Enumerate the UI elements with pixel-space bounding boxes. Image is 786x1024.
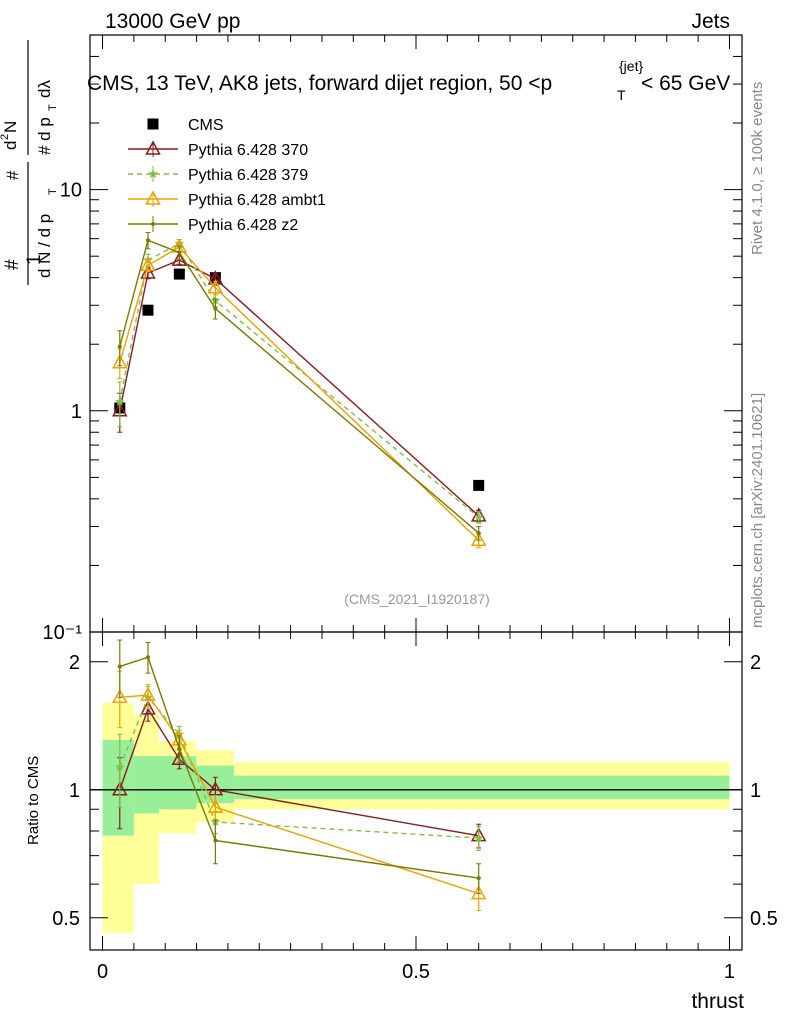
series-line (119, 259, 480, 517)
legend-marker (151, 222, 155, 226)
main-ylabel-right-den: # d p (35, 117, 54, 155)
y-tick-label: 10 (60, 180, 82, 202)
data-point (140, 686, 156, 701)
data-point (207, 781, 224, 796)
ratio-panel: 0 0.5 1 0.5 0.5 1 1 2 2 (52, 631, 778, 983)
data-point (213, 838, 218, 843)
legend-marker (148, 169, 158, 178)
data-point (476, 531, 481, 536)
data-point (473, 512, 484, 522)
rivet-label: Rivet 4.1.0, ≥ 100k events (749, 82, 766, 255)
data-point (473, 479, 485, 491)
main-ylabel-den: d N / d p (35, 214, 54, 278)
data-point (476, 876, 481, 881)
ratio-band-green (102, 739, 134, 836)
data-point (177, 746, 182, 751)
data-point (145, 655, 150, 660)
ratio-band-green (234, 775, 730, 800)
main-ylabel-den-sub: T (47, 188, 59, 195)
data-point (115, 762, 125, 772)
main-ylabel-right-den2: dλ (35, 80, 54, 98)
legend-label: Pythia 6.428 379 (188, 167, 308, 184)
main-ylabel: # 1 d N / d p T # d 2 N # d p T dλ (0, 40, 59, 285)
chart-title-superscript: {jet} (619, 58, 643, 74)
series-line (119, 695, 479, 839)
main-ylabel-right-num4: N (1, 121, 20, 133)
ratio-y-tick-label-right: 1 (750, 780, 761, 802)
ratio-y-tick-label-right: 2 (750, 652, 761, 674)
data-point (213, 306, 218, 311)
data-point (173, 268, 185, 280)
legend-label: CMS (188, 117, 224, 134)
data-point (470, 885, 487, 900)
chart-title: CMS, 13 TeV, AK8 jets, forward dijet reg… (87, 58, 730, 103)
series-line (119, 246, 480, 541)
data-point (112, 688, 128, 704)
data-point (207, 279, 224, 294)
legend-marker (147, 118, 159, 130)
y-tick-label: 10⁻¹ (43, 622, 83, 644)
y-tick-label: 1 (71, 401, 82, 423)
legend: CMS Pythia 6.428 370 Pythia 6.428 379 Pythi… (128, 117, 326, 234)
data-point (145, 238, 150, 243)
main-ylabel-num1: # (2, 259, 23, 270)
ratio-band-green (158, 756, 197, 810)
mcplots-label: mcplots.cern.ch [arXiv:2401.10621] (749, 393, 766, 628)
data-point (115, 396, 125, 406)
data-point (171, 251, 188, 266)
main-ylabel-right-num1: # (3, 170, 22, 180)
data-point (177, 250, 182, 255)
legend-marker (145, 190, 161, 205)
ratio-ylabel: Ratio to CMS (25, 756, 42, 845)
legend-label: Pythia 6.428 370 (188, 142, 308, 159)
main-ylabel-right-num3: 2 (0, 134, 11, 140)
ratio-y-tick-label-right: 0.5 (750, 908, 778, 930)
legend-label: Pythia 6.428 z2 (188, 217, 298, 234)
data-point (207, 798, 224, 813)
data-point (140, 264, 156, 279)
analysis-watermark: (CMS_2021_I1920187) (344, 591, 490, 607)
ratio-y-tick-label: 2 (69, 652, 80, 674)
data-point (470, 531, 487, 546)
x-tick-label: 0 (97, 961, 108, 983)
category-label: Jets (691, 10, 730, 33)
data-point (112, 354, 128, 369)
data-point (140, 700, 156, 715)
main-panel: 10⁻¹ 1 10 (CMS_2021_I1920187) CMS Pythia 6.42… (43, 34, 743, 950)
data-point (473, 833, 484, 843)
ratio-y-tick-label: 0.5 (52, 908, 80, 930)
chart-title-text: CMS, 13 TeV, AK8 jets, forward dijet reg… (87, 72, 552, 95)
data-point (117, 664, 122, 669)
ratio-frame (89, 631, 743, 951)
main-ylabel-right-num2: d (1, 141, 20, 150)
legend-label: Pythia 6.428 ambt1 (188, 192, 326, 209)
energy-label: 13000 GeV pp (105, 10, 240, 33)
x-tick-label: 1 (724, 961, 735, 983)
data-point (140, 256, 156, 272)
x-tick-label: 0.5 (402, 961, 430, 983)
data-point (142, 304, 154, 316)
data-point (117, 344, 122, 349)
main-ylabel-num2: 1 (24, 254, 45, 265)
ratio-band-green (133, 756, 159, 814)
chart-title-subscript: T (617, 87, 626, 103)
chart-title-tail: < 65 GeV (641, 72, 730, 95)
ratio-y-tick-label: 1 (69, 780, 80, 802)
legend-marker (145, 140, 161, 155)
x-axis-label: thrust (691, 990, 744, 1013)
main-ylabel-right-den-sub: T (47, 104, 59, 111)
